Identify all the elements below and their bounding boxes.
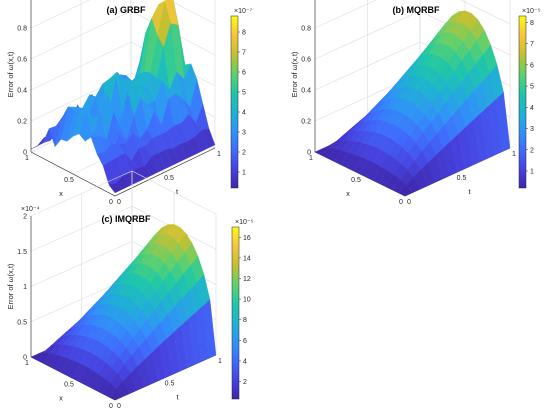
z-tick-label: 0.2 <box>17 119 27 126</box>
colorbar-tick-label: 8 <box>243 317 247 324</box>
z-tick-label: 1.5 <box>17 249 27 256</box>
t-axis-label: t <box>176 187 179 196</box>
x-tick-label: 1 <box>309 155 313 162</box>
colorbar-tick-label: 10 <box>243 297 251 304</box>
colorbar-exponent-label: ×10⁻⁵ <box>235 219 254 226</box>
colorbar-exponent-label: ×10⁻⁵ <box>522 8 541 15</box>
z-tick-label: 0.4 <box>301 88 311 95</box>
chart-title: (a) GRBF <box>107 5 146 15</box>
colorbar-gradient <box>518 15 527 189</box>
colorbar: 1 2 3 4 5 6 7 8 ×10⁻⁵ <box>518 8 541 189</box>
colorbar-tick-label: 8 <box>530 20 534 27</box>
z-tick-label: 1 <box>23 284 27 291</box>
z-tick-label: 1 <box>23 0 27 2</box>
colorbar-tick-label: 2 <box>530 147 534 154</box>
colorbar-tick-label: 6 <box>530 62 534 69</box>
z-axis-label: Error of ω(x,t) <box>6 263 15 309</box>
z-tick-label: 0.4 <box>17 88 27 95</box>
colorbar-tick-label: 2 <box>242 150 246 157</box>
colorbar-tick-label: 3 <box>242 130 246 137</box>
colorbar-tick-label: 4 <box>242 110 246 117</box>
x-tick-label: 0.5 <box>64 177 74 184</box>
colorbar-tick-label: 5 <box>242 90 246 97</box>
t-tick-label: 0 <box>117 199 121 206</box>
colorbar-tick-label: 7 <box>530 41 534 48</box>
x-axis-label: x <box>59 189 63 198</box>
x-tick-label: 0 <box>109 199 113 206</box>
colorbar-tick-label: 1 <box>530 169 534 176</box>
z-tick-label: 0.2 <box>301 119 311 126</box>
z-axis-label: Error of ω(x,t) <box>290 51 299 97</box>
error-surface <box>30 0 216 194</box>
x-axis-label: x <box>59 394 63 403</box>
t-tick-label: 0.5 <box>164 175 174 182</box>
t-tick-label: 0 <box>117 403 121 409</box>
x-axis-label: x <box>346 189 350 198</box>
x-tick-label: 0 <box>109 403 113 409</box>
z-tick-label: 0.6 <box>17 57 27 64</box>
colorbar-tick-label: 7 <box>242 50 246 57</box>
t-tick-label: 0.5 <box>165 381 175 388</box>
z-tick-label: 0 <box>23 355 27 362</box>
colorbar-tick-label: 3 <box>530 126 534 133</box>
z-tick-label: 2 <box>23 214 27 221</box>
colorbar-exponent-label: ×10⁻⁷ <box>234 8 253 15</box>
colorbar-tick-label: 8 <box>242 30 246 37</box>
x-tick-label: 1 <box>25 155 29 162</box>
x-tick-label: 0.5 <box>351 177 361 184</box>
t-tick-label: 0 <box>407 199 411 206</box>
colorbar-tick-label: 16 <box>243 235 251 242</box>
colorbar-gradient <box>230 15 239 189</box>
x-tick-label: 0 <box>399 199 403 206</box>
chart-title: (b) MQRBF <box>393 5 440 15</box>
colorbar-gradient <box>231 226 240 400</box>
z-tick-label: 0.6 <box>301 57 311 64</box>
z-tick-label: 1 <box>307 0 311 2</box>
z-tick-label: 0 <box>307 150 311 157</box>
colorbar-tick-label: 6 <box>243 338 247 345</box>
t-axis-label: t <box>176 393 179 402</box>
x-tick-label: 1 <box>25 360 29 367</box>
t-axis-label: t <box>468 187 471 196</box>
z-tick-label: 0.8 <box>17 26 27 33</box>
colorbar-tick-label: 14 <box>243 255 251 262</box>
z-tick-label: 0.8 <box>301 26 311 33</box>
z-tick-label: 0 <box>23 150 27 157</box>
t-tick-label: 0.5 <box>457 175 467 182</box>
x-tick-label: 0.5 <box>64 382 74 389</box>
z-axis-label: Error of ω(x,t) <box>6 51 15 97</box>
colorbar-tick-label: 4 <box>243 358 247 365</box>
colorbar: 1 2 3 4 5 6 7 8 ×10⁻⁷ <box>230 8 253 189</box>
surface-patch <box>398 184 413 197</box>
error-surface <box>314 10 511 197</box>
t-tick-label: 1 <box>218 358 222 365</box>
colorbar-tick-label: 4 <box>530 105 534 112</box>
t-tick-label: 1 <box>217 151 221 158</box>
error-surface <box>30 224 217 401</box>
surface-patch <box>108 387 123 401</box>
colorbar: 2 4 6 8 10 12 14 16 ×10⁻⁵ <box>231 219 254 400</box>
colorbar-tick-label: 2 <box>243 379 247 386</box>
colorbar-tick-label: 5 <box>530 84 534 91</box>
surface-patch <box>108 182 123 194</box>
t-tick-label: 1 <box>512 151 516 158</box>
colorbar-tick-label: 6 <box>242 70 246 77</box>
colorbar-tick-label: 1 <box>242 170 246 177</box>
z-tick-label: 0.5 <box>17 319 27 326</box>
z-exponent-label: ×10⁻⁴ <box>21 206 40 213</box>
chart-title: (c) IMQRBF <box>102 214 151 224</box>
colorbar-tick-label: 12 <box>243 276 251 283</box>
